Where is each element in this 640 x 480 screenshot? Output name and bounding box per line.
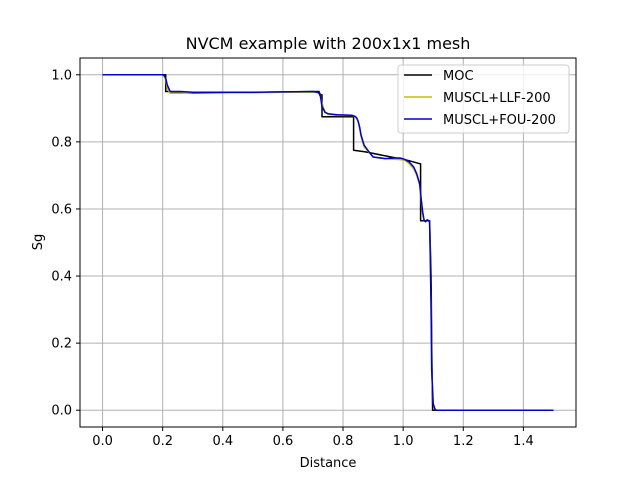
x-tick-label: 1.0 [393,434,414,449]
x-tick-label: 0.4 [212,434,233,449]
y-tick-label: 1.0 [51,68,72,83]
y-tick-label: 0.0 [51,404,72,419]
series-lines [102,74,554,411]
y-tick-label: 0.4 [51,270,72,285]
legend-box [397,64,570,134]
y-axis-label: Sg [31,234,46,251]
legend-label: MUSCL+FOU-200 [443,113,556,128]
x-tick-label: 0.8 [333,434,354,449]
y-tick-label: 0.8 [51,135,72,150]
legend: MOC MUSCL+LLF-200 MUSCL+FOU-200 [397,64,570,134]
x-axis-label: Distance [300,456,357,471]
series-line-2 [102,74,554,411]
y-tick-label: 0.2 [51,337,72,352]
legend-label: MOC [443,69,474,84]
x-tick-label: 0.0 [92,434,113,449]
plot-frame [79,57,577,428]
legend-label: MUSCL+LLF-200 [443,91,551,106]
x-tick-label: 0.2 [152,434,173,449]
x-tick-label: 1.4 [513,434,534,449]
x-tick-label: 1.2 [453,434,474,449]
y-tick-label: 0.6 [51,202,72,217]
axis-ticks: 0.0 0.2 0.4 0.6 0.8 1.0 1.2 1.4 0.0 0.2 0.4 0.6 0.8 1… [51,68,533,449]
x-tick-label: 0.6 [273,434,294,449]
chart-title: NVCM example with 200x1x1 mesh [186,34,471,53]
